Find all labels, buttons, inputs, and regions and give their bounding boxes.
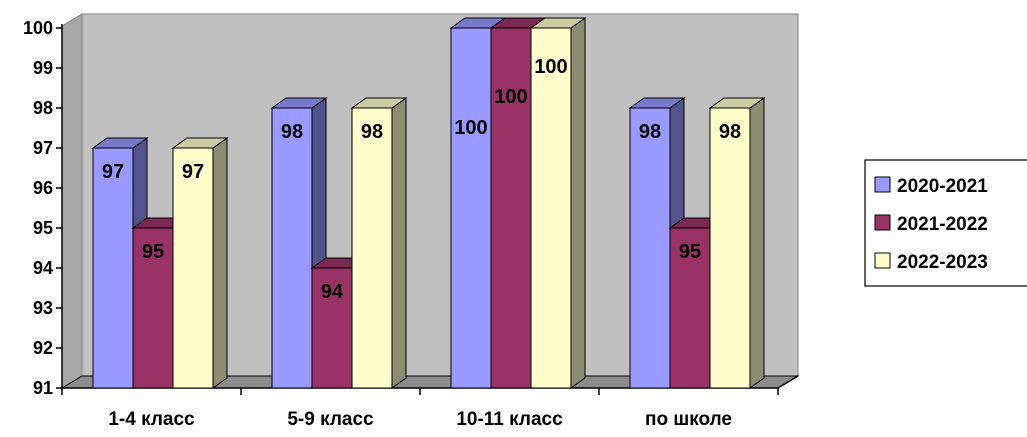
legend-label-2021-2022: 2021-2022	[897, 214, 988, 235]
bar-2022-2023-10-11-класс-front	[530, 27, 572, 389]
legend-label-2022-2023: 2022-2023	[897, 252, 988, 273]
data-label-2020-2021-по-школе: 98	[639, 121, 661, 143]
bar-2022-2023-по-школе-front	[709, 107, 751, 389]
legend-box	[864, 159, 1027, 287]
bar-2020-2021-1-4-класс-front	[92, 147, 134, 389]
bar-2021-2022-5-9-класс-front	[311, 267, 353, 389]
data-label-2021-2022-10-11-класс: 100	[494, 86, 527, 108]
bar-2020-2021-5-9-класс-top	[270, 97, 328, 109]
y-tick-label: 97	[33, 138, 53, 158]
bar-2022-2023-10-11-класс-top	[529, 17, 587, 29]
data-label-2021-2022-по-школе: 95	[679, 241, 701, 263]
y-tick-label: 95	[33, 218, 53, 238]
data-label-2022-2023-10-11-класс: 100	[534, 56, 567, 78]
y-tick-label: 91	[33, 378, 53, 398]
bar-2021-2022-10-11-класс-front	[490, 27, 532, 389]
bar-2020-2021-1-4-класс-top	[91, 137, 149, 149]
bar-2022-2023-5-9-класс-front	[351, 107, 393, 389]
x-category-label-по-школе: по школе	[645, 409, 732, 430]
data-label-2022-2023-1-4-класс: 97	[182, 161, 204, 183]
bar-2020-2021-по-школе-top	[628, 97, 686, 109]
legend-label-2020-2021: 2020-2021	[897, 176, 988, 197]
data-label-2022-2023-по-школе: 98	[719, 121, 741, 143]
bar-2021-2022-1-4-класс-front	[132, 227, 174, 389]
bar-2022-2023-5-9-класс-side	[391, 97, 407, 389]
legend-swatch-2022-2023	[874, 252, 891, 269]
bar-2022-2023-по-школе-side	[749, 97, 765, 389]
bar-2022-2023-10-11-класс-side	[570, 17, 586, 389]
x-axis-depth-line	[777, 375, 799, 389]
bar-2022-2023-1-4-класс-top	[171, 137, 229, 149]
y-tick-label: 94	[33, 258, 53, 278]
bar-2022-2023-5-9-класс-top	[350, 97, 408, 109]
bar-2020-2021-по-школе-front	[629, 107, 671, 389]
x-category-label-5-9-класс: 5-9 класс	[287, 409, 374, 430]
legend-swatch-2020-2021	[874, 176, 891, 193]
y-tick-label: 93	[33, 298, 53, 318]
data-label-2021-2022-1-4-класс: 95	[142, 241, 164, 263]
data-label-2020-2021-5-9-класс: 98	[281, 121, 303, 143]
bar-2022-2023-по-школе-top	[708, 97, 766, 109]
data-label-2020-2021-1-4-класс: 97	[102, 161, 124, 183]
bar-2020-2021-10-11-класс-front	[450, 27, 492, 389]
data-label-2021-2022-5-9-класс: 94	[321, 281, 344, 303]
y-tick-label: 99	[33, 58, 53, 78]
y-tick-label: 92	[33, 338, 53, 358]
legend-swatch-2021-2022	[874, 214, 891, 231]
data-label-2020-2021-10-11-класс: 100	[454, 117, 487, 139]
y-tick-label: 96	[33, 178, 53, 198]
x-category-label-1-4-класс: 1-4 класс	[108, 409, 195, 430]
plot-side-wall	[61, 13, 83, 389]
y-tick-label: 98	[33, 98, 53, 118]
bar-2022-2023-1-4-класс-front	[172, 147, 214, 389]
bar-2021-2022-по-школе-front	[669, 227, 711, 389]
bar-2022-2023-1-4-класс-side	[212, 137, 228, 389]
y-tick-label: 100	[23, 18, 53, 38]
bar-2020-2021-5-9-класс-front	[271, 107, 313, 389]
data-label-2022-2023-5-9-класс: 98	[361, 121, 383, 143]
x-category-label-10-11-класс: 10-11 класс	[456, 409, 563, 430]
